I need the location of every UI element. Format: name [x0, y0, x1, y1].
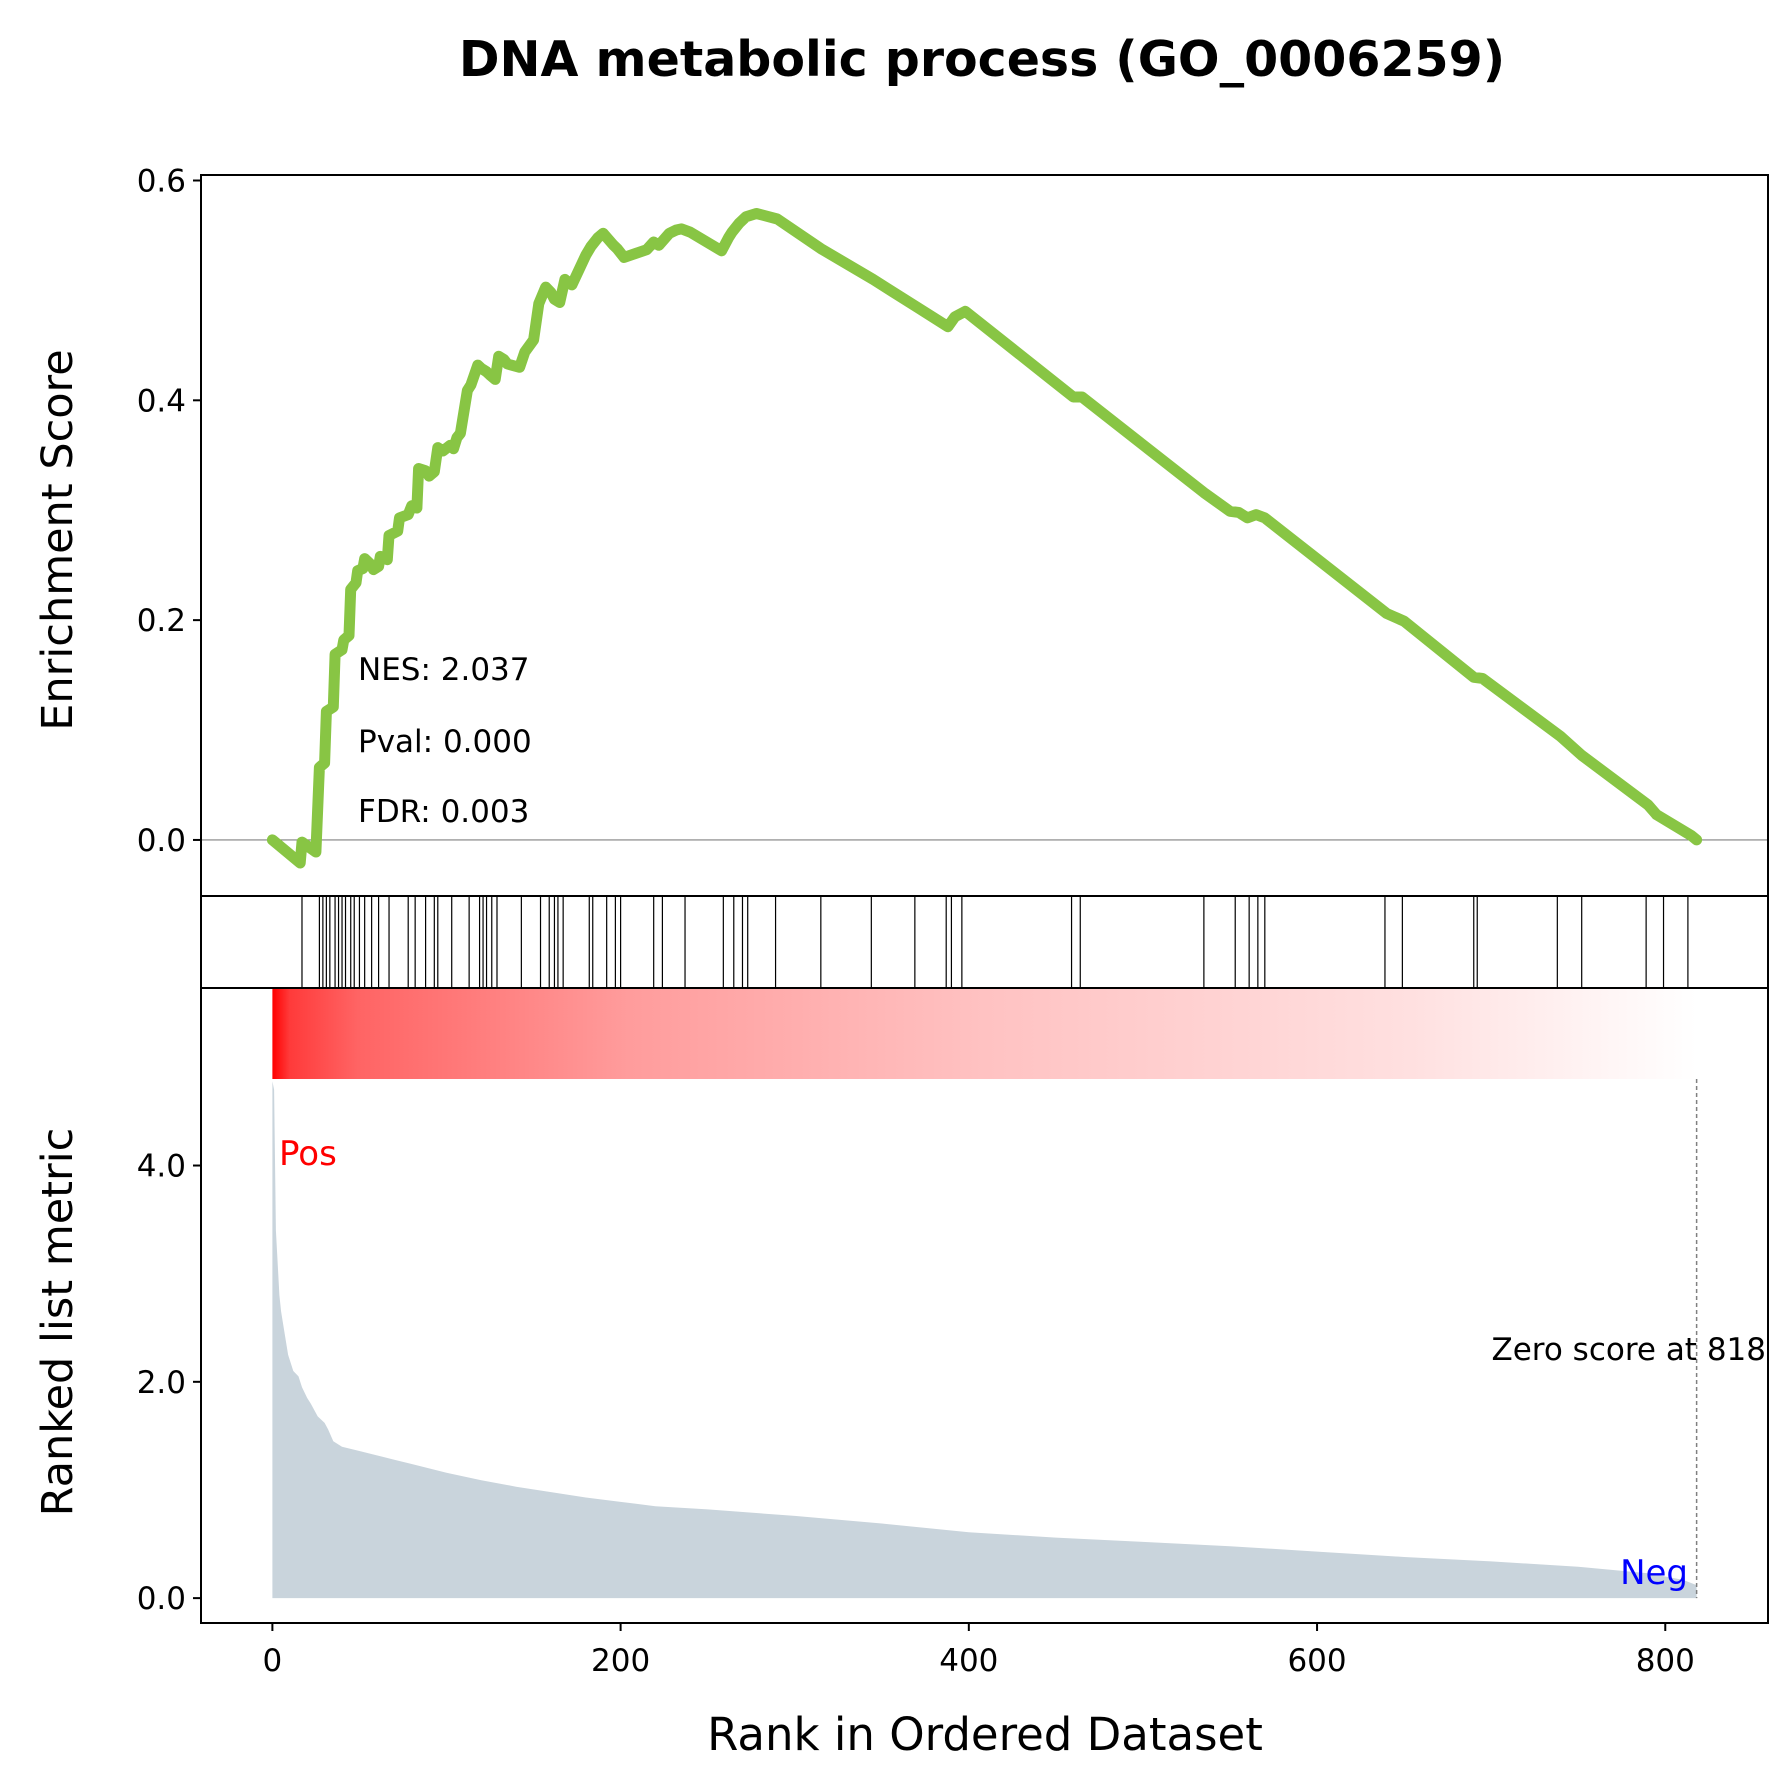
pval-annotation: Pval: 0.000 — [358, 724, 532, 760]
x-tick-label: 600 — [1287, 1643, 1346, 1679]
rank-heatmap-strip — [272, 988, 1697, 1079]
zero-score-label: Zero score at 818 — [1491, 1332, 1766, 1368]
metric-panel-frame — [200, 987, 1769, 1624]
es-y-tick-label: 0.6 — [137, 163, 186, 199]
es-y-ticks: 0.0 0.2 0.4 0.6 — [137, 163, 201, 859]
x-tick-label: 400 — [939, 1643, 998, 1679]
barcode-panel — [200, 895, 1769, 989]
es-line-group — [266, 208, 1703, 869]
es-y-axis-label: Enrichment Score — [33, 349, 83, 731]
metric-y-axis-label: Ranked list metric — [33, 1128, 83, 1517]
x-tick-label: 200 — [591, 1643, 650, 1679]
metric-y-tick-label: 4.0 — [137, 1149, 186, 1185]
es-y-tick-label: 0.2 — [137, 603, 186, 639]
x-tick-label: 0 — [263, 1643, 283, 1679]
metric-area — [272, 1081, 1697, 1599]
x-tick-label: 800 — [1636, 1643, 1695, 1679]
metric-y-tick-label: 0.0 — [137, 1581, 186, 1617]
fdr-annotation: FDR: 0.003 — [358, 794, 529, 830]
nes-annotation: NES: 2.037 — [358, 652, 530, 688]
es-line — [266, 208, 1703, 869]
pos-label: Pos — [279, 1134, 337, 1174]
es-panel: 0.0 0.2 0.4 0.6 NES: 2.037 Pval: 0.000 FDR:… — [33, 163, 1769, 897]
chart-title: DNA metabolic process (GO_0006259) — [459, 31, 1505, 88]
x-axis-ticks: 0 200 400 600 800 — [263, 1623, 1695, 1679]
es-panel-frame — [200, 174, 1769, 897]
barcode-lines — [301, 896, 1689, 988]
metric-y-tick-label: 2.0 — [137, 1365, 186, 1401]
es-y-tick-label: 0.0 — [137, 823, 186, 859]
metric-panel: Pos Neg Zero score at 818 0.0 2.0 4.0 0 200… — [33, 987, 1769, 1761]
es-y-tick-label: 0.4 — [137, 383, 186, 419]
neg-label: Neg — [1620, 1553, 1688, 1593]
x-axis-label: Rank in Ordered Dataset — [707, 1708, 1263, 1761]
barcode-panel-frame — [200, 895, 1769, 989]
metric-y-ticks: 0.0 2.0 4.0 — [137, 1149, 201, 1617]
